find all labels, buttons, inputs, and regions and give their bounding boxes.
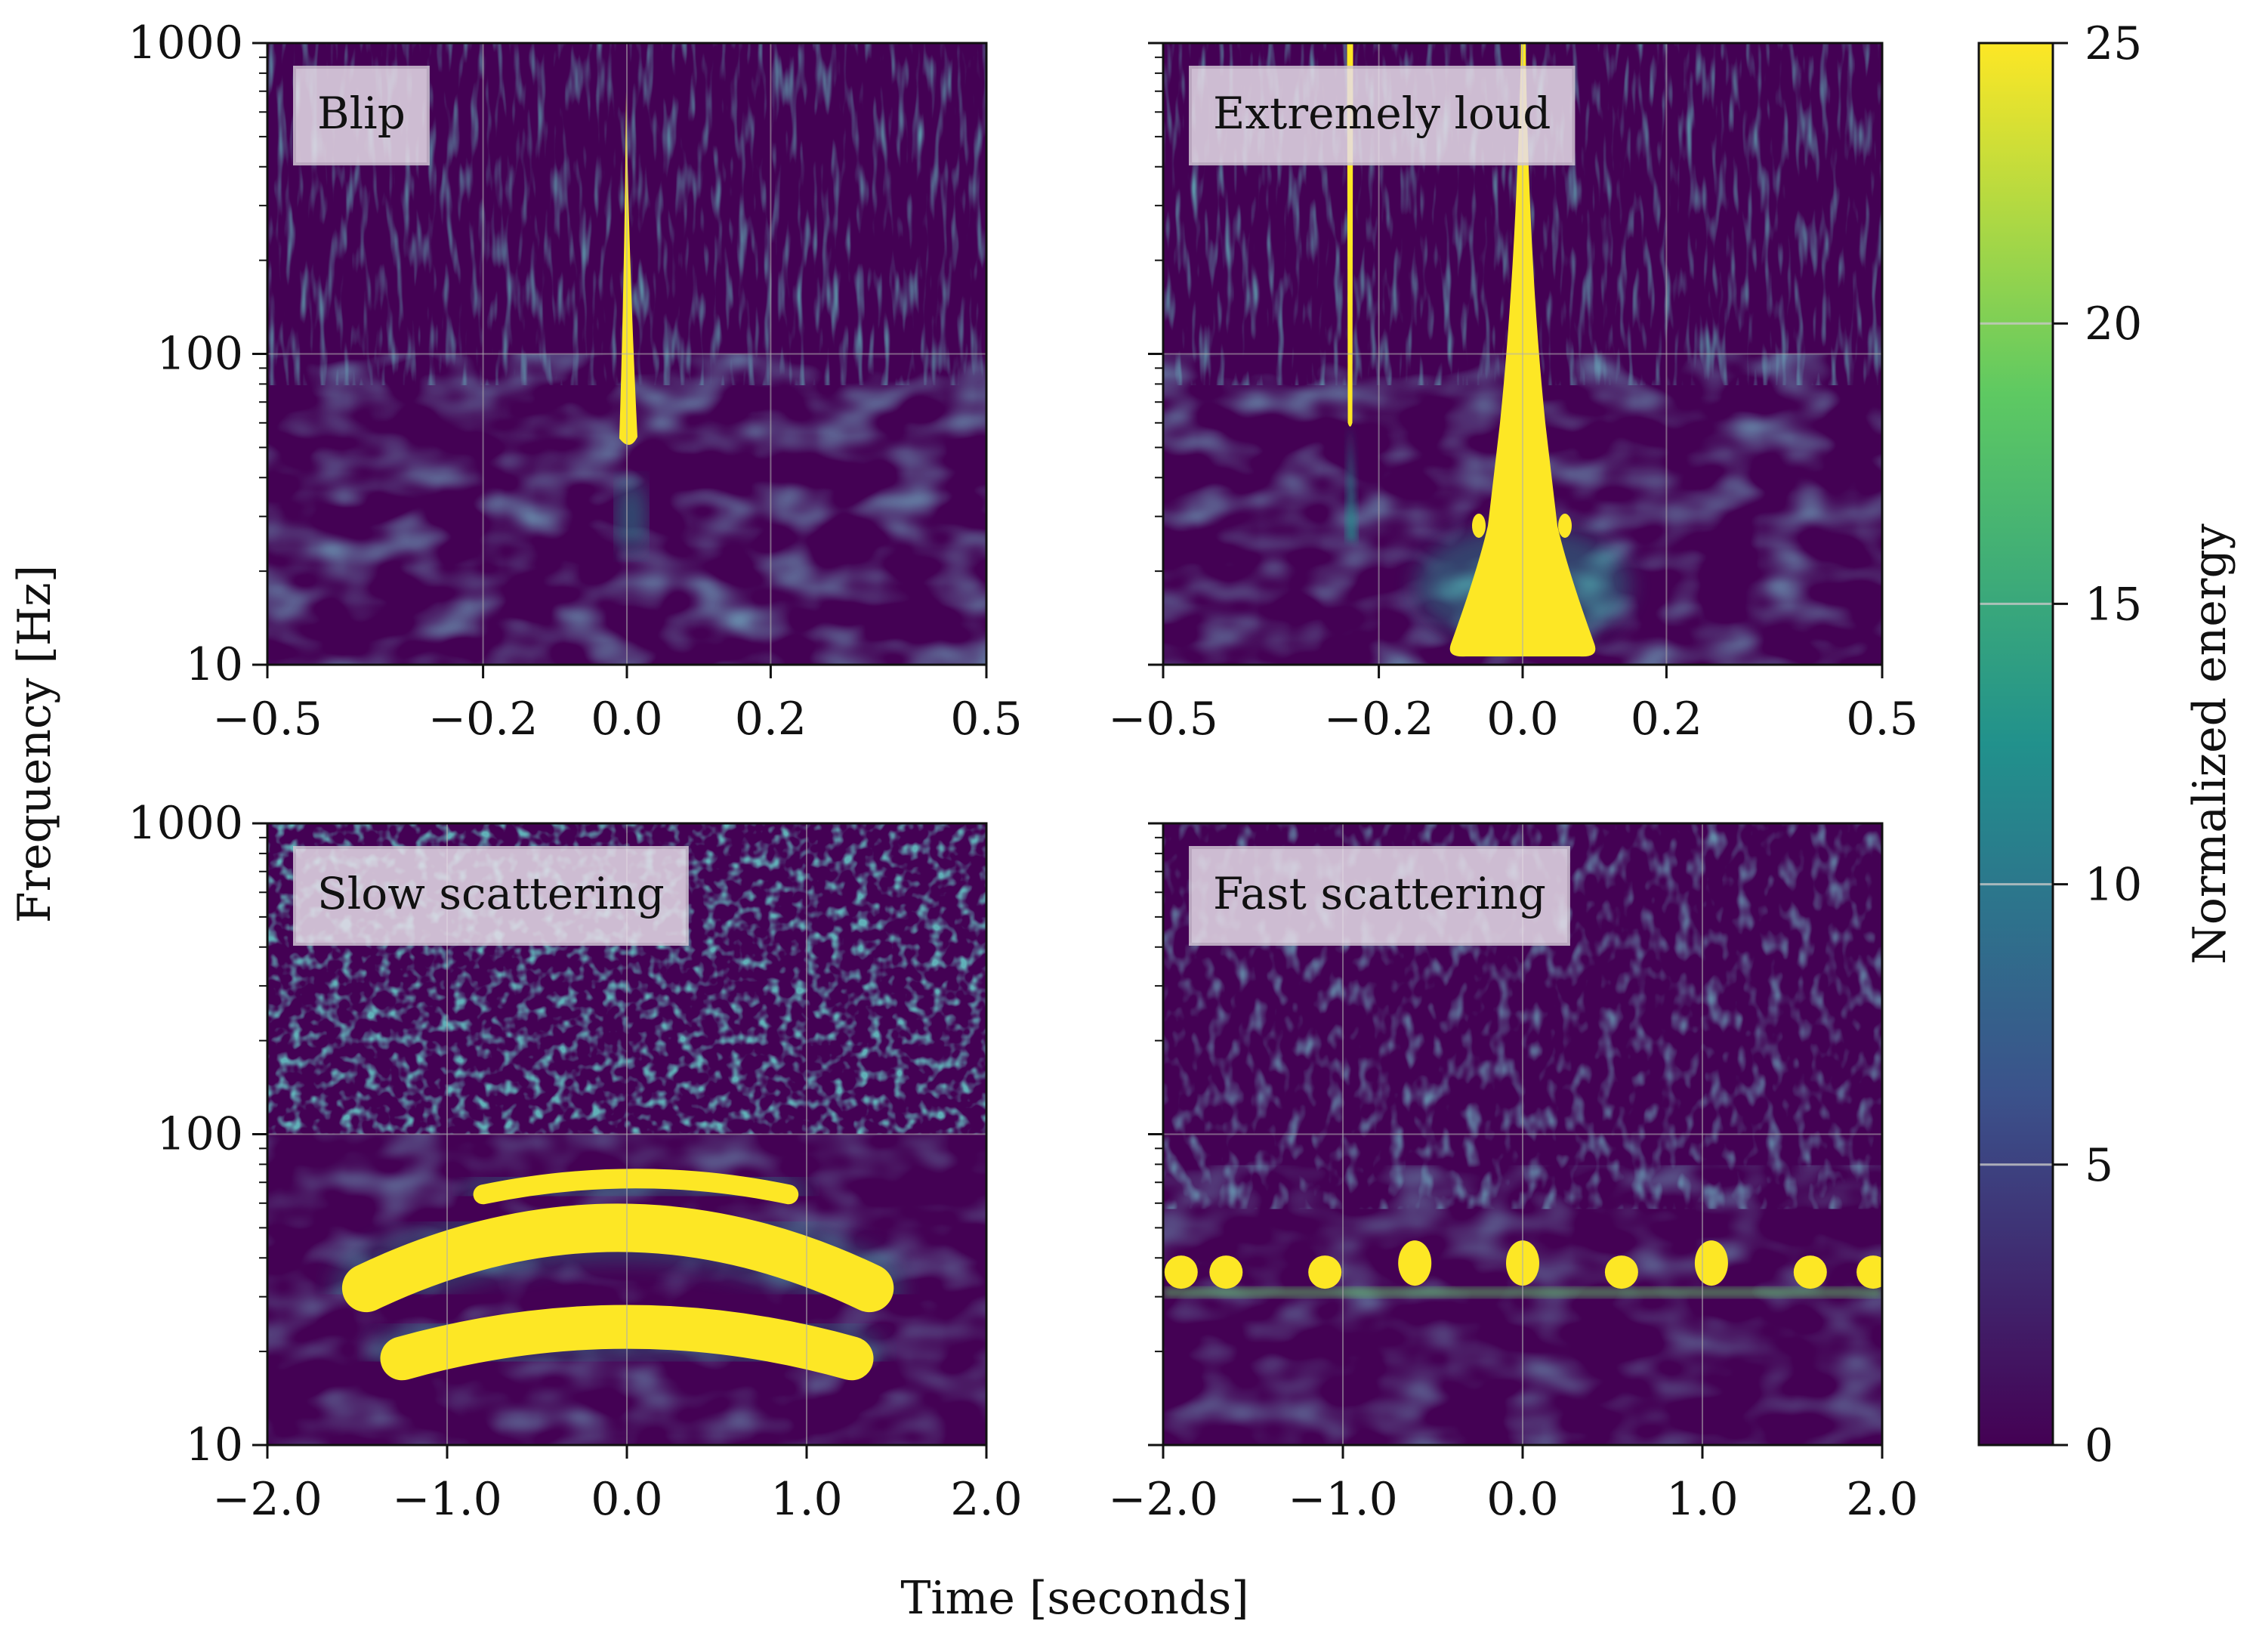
x-tick-label: 0.5 (1846, 693, 1918, 746)
y-axis-label: Frequency [Hz] (8, 565, 61, 923)
loud-burst-lobe (1472, 513, 1486, 538)
panel-1: Blip −0.5 −0.2 0.0 0.2 0.5 10 100 1000 (128, 17, 1022, 746)
x-tick-label: −2.0 (212, 1473, 323, 1526)
x-tick-label: −0.2 (428, 693, 539, 746)
x-tick-label: −0.2 (1324, 693, 1434, 746)
burst-halo (616, 478, 647, 554)
scattering-blob (1694, 1240, 1728, 1286)
scattering-blob (1793, 1255, 1827, 1289)
panel-label: Extremely loud (1213, 88, 1551, 139)
colorbar-tick-label: 0 (2085, 1419, 2113, 1472)
x-tick-label: 1.0 (770, 1473, 842, 1526)
colorbar-tick-label: 20 (2085, 298, 2142, 350)
panel-label-box: Fast scattering (1189, 846, 1570, 946)
scattering-blob (1604, 1255, 1638, 1289)
panel-label: Blip (317, 88, 406, 139)
panel-label-bg (1189, 846, 1570, 946)
thin-line-tail (1345, 422, 1358, 542)
panel-3: Slow scattering −2.0 −1.0 0.0 1.0 2.0 10 100 100… (128, 797, 1022, 1526)
loud-burst-lobe (1558, 513, 1572, 538)
scattering-arch (473, 1169, 799, 1205)
x-tick-label: 0.2 (735, 693, 807, 746)
colorbar-tick-label: 15 (2085, 578, 2142, 631)
x-tick-label: −1.0 (1288, 1473, 1398, 1526)
colorbar-tick-label: 5 (2085, 1139, 2113, 1192)
x-tick-label: 0.0 (591, 693, 662, 746)
scattering-blob (1308, 1255, 1342, 1289)
x-tick-label: −2.0 (1108, 1473, 1218, 1526)
panel-4: Fast scattering −2.0 −1.0 0.0 1.0 2.0 (1108, 822, 1918, 1526)
blip-burst (619, 91, 637, 445)
x-tick-label: 0.0 (1486, 693, 1558, 746)
panel-label-bg (293, 66, 430, 165)
chart-layer: Blip−0.5 −0.2 0.0 0.2 0.5101001000Extremely … (8, 17, 2236, 1625)
colorbar-label: Normalized energy (2184, 523, 2236, 965)
x-tick-label: 0.0 (1486, 1473, 1558, 1526)
x-tick-label: −0.5 (1108, 693, 1218, 746)
x-tick-label: −0.5 (212, 693, 323, 746)
y-tick-label: 100 (156, 1108, 243, 1161)
panel-label-box: Blip (293, 66, 430, 165)
colorbar-frame (1977, 42, 2054, 1447)
x-axis-label: Time [seconds] (900, 1572, 1248, 1625)
plot-area (267, 43, 986, 665)
colorbar-gradient (1979, 43, 2053, 1445)
scattering-blob (1856, 1255, 1882, 1289)
scattering-arch (341, 1203, 894, 1313)
x-tick-label: 0.5 (950, 693, 1022, 746)
scattering-blob (1398, 1240, 1432, 1286)
panel-2: Extremely loud −0.5 −0.2 0.0 0.2 0.5 (1108, 42, 1918, 746)
panel-label-bg (1189, 66, 1576, 165)
scattering-blob (1209, 1255, 1243, 1289)
y-tick-label: 1000 (128, 797, 243, 850)
x-tick-label: 2.0 (1846, 1473, 1918, 1526)
y-tick-label: 10 (186, 1419, 243, 1471)
panel-label-box: Extremely loud (1189, 66, 1576, 165)
y-tick-label: 100 (156, 328, 243, 381)
colorbar: 0 5 10 15 20 25 Normalized energy (1977, 17, 2236, 1472)
y-tick-label: 1000 (128, 17, 243, 69)
scattering-blob (1164, 1255, 1198, 1289)
x-tick-label: 0.2 (1631, 693, 1702, 746)
panel-label: Fast scattering (1213, 868, 1546, 919)
colorbar-tick-label: 25 (2085, 17, 2142, 70)
y-tick-label: 10 (186, 638, 243, 691)
x-tick-label: 0.0 (591, 1473, 662, 1526)
x-tick-label: 2.0 (950, 1473, 1022, 1526)
panel-label-bg (293, 846, 689, 946)
panel-label-box: Slow scattering (293, 846, 689, 946)
colorbar-tick-label: 10 (2085, 859, 2142, 912)
panel-label: Slow scattering (317, 868, 665, 919)
x-tick-label: −1.0 (392, 1473, 502, 1526)
x-tick-label: 1.0 (1666, 1473, 1738, 1526)
